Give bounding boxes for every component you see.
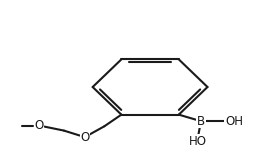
Text: O: O xyxy=(80,131,90,144)
Text: HO: HO xyxy=(189,135,207,148)
Text: OH: OH xyxy=(225,115,243,128)
Text: O: O xyxy=(34,119,44,132)
Text: B: B xyxy=(197,115,205,128)
